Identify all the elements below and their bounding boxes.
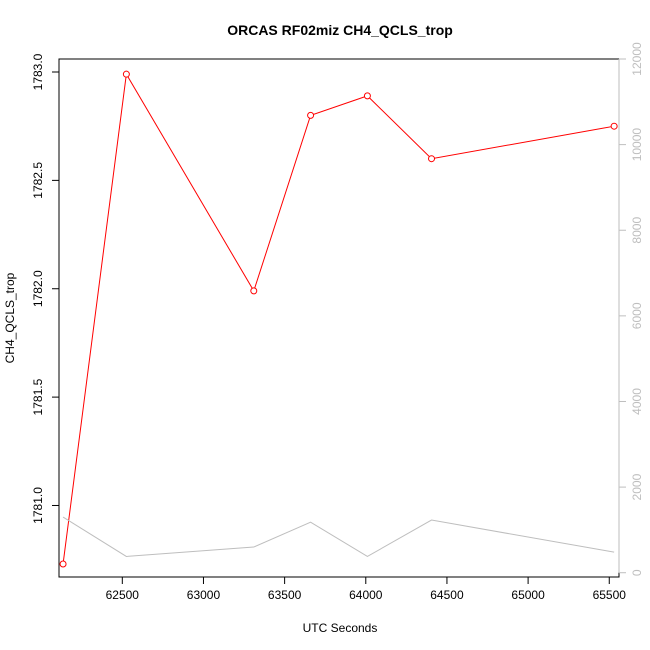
y-tick-label: 1781.5 (31, 378, 45, 415)
series-layer (59, 70, 618, 568)
y2-tick-label: 12000 (630, 42, 644, 76)
y-tick-label: 1782.5 (31, 162, 45, 199)
series-0-point (122, 70, 130, 78)
series-0-point (428, 155, 436, 163)
y-axis-left: 1781.0 1781.5 1782.0 1782.5 1783.0 (31, 53, 60, 524)
y-tick-label: 1783.0 (31, 53, 45, 90)
y2-tick-label: 2000 (630, 473, 644, 500)
y2-tick-label: 6000 (630, 302, 644, 329)
series-0-point (610, 122, 618, 130)
y-axis-label: CH4_QCLS_trop (3, 272, 17, 363)
series-0-line (62, 72, 615, 565)
x-tick-label: 63500 (268, 588, 302, 602)
y-axis-right: 0 2000 4000 6000 8000 10000 12000 (618, 42, 644, 576)
x-tick-label: 65000 (511, 588, 545, 602)
y2-tick-label: 10000 (630, 128, 644, 162)
chart-title: ORCAS RF02miz CH4_QCLS_trop (227, 22, 453, 38)
x-tick-label: 63000 (187, 588, 221, 602)
series-0-point (250, 287, 258, 295)
series-0-point (59, 560, 67, 568)
series-0-point (307, 111, 315, 119)
y-tick-label: 1782.0 (31, 270, 45, 307)
plot-frame (58, 58, 620, 578)
x-axis-label: UTC Seconds (303, 621, 378, 635)
x-tick-label: 62500 (106, 588, 140, 602)
y2-tick-label: 0 (630, 569, 644, 576)
x-axis: 62500 63000 63500 64000 64500 65000 65500 (106, 576, 627, 602)
series-0-point (363, 92, 371, 100)
x-tick-label: 65500 (593, 588, 627, 602)
y2-tick-label: 8000 (630, 217, 644, 244)
y-tick-label: 1781.0 (31, 487, 45, 524)
x-tick-label: 64500 (430, 588, 464, 602)
x-tick-label: 64000 (349, 588, 383, 602)
y2-tick-label: 4000 (630, 388, 644, 415)
series-1-line (62, 516, 615, 558)
